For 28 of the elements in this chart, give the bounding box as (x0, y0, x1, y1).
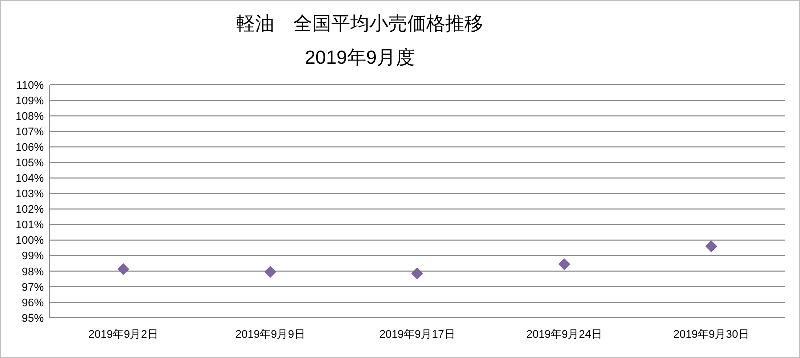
y-tick-label: 97% (22, 282, 44, 294)
point (706, 240, 718, 252)
point (412, 268, 424, 280)
point (264, 266, 276, 278)
y-tick-label: 106% (16, 142, 44, 154)
y-tick-label: 100% (16, 235, 44, 248)
y-tick-label: 98% (22, 266, 44, 278)
y-tick-label: 105% (16, 158, 44, 170)
y-tick-label: 101% (16, 220, 44, 232)
y-tick-label: 95% (22, 312, 44, 325)
x-tick-label: 2019年9月24日 (526, 329, 602, 341)
chart-subtitle: 2019年9月度 (305, 47, 415, 69)
point (558, 258, 570, 270)
chart-title: 軽油 全国平均小売価格推移 (236, 14, 484, 35)
y-tick-label: 110% (16, 80, 44, 92)
point (118, 264, 130, 276)
x-tick-label: 2019年9月17日 (380, 329, 456, 341)
y-tick-label: 103% (16, 188, 44, 201)
y-tick-label: 96% (22, 297, 44, 310)
x-tick-label: 2019年9月2日 (88, 329, 158, 341)
y-tick-label: 109% (16, 95, 44, 108)
y-tick-label: 107% (16, 126, 44, 138)
y-tick-label: 104% (16, 173, 44, 186)
y-tick-label: 99% (22, 250, 44, 263)
y-tick-label: 108% (16, 110, 44, 123)
x-tick-label: 2019年9月30日 (674, 329, 750, 341)
x-tick-label: 2019年9月9日 (236, 329, 306, 341)
y-tick-label: 102% (16, 204, 44, 216)
